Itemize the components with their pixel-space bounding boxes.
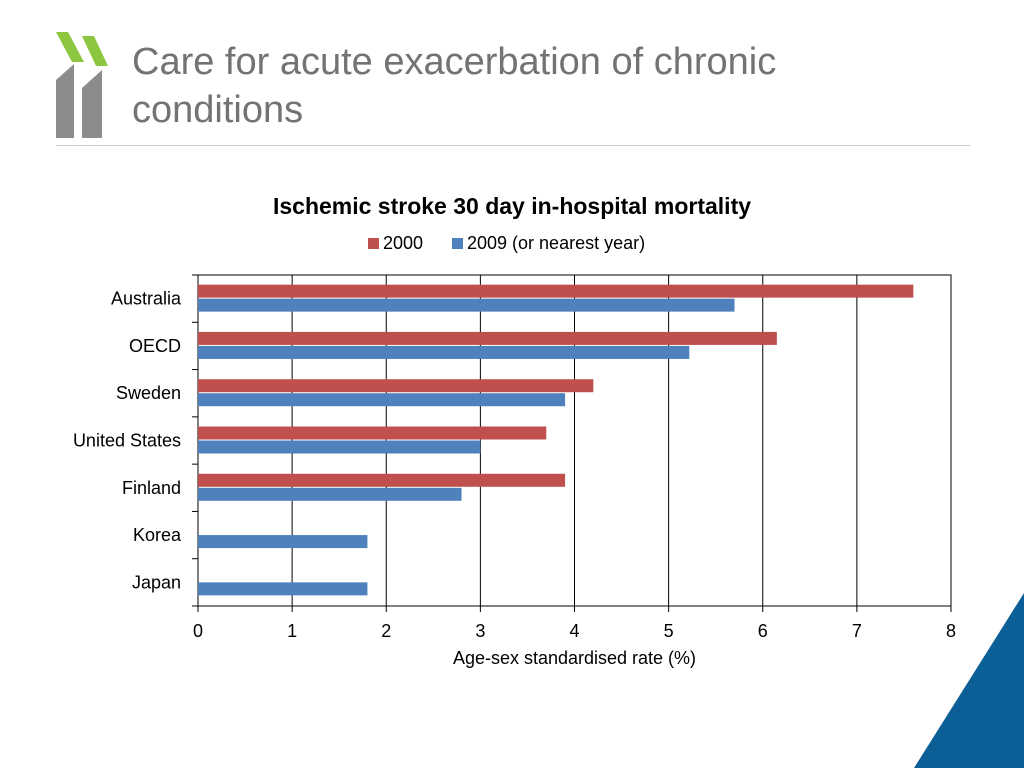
bar [198,582,368,596]
category-label: OECD [129,336,181,356]
category-label: Finland [122,478,181,498]
bar [198,426,547,440]
category-label: Japan [132,572,181,592]
category-label: Korea [133,525,182,545]
bar [198,379,594,393]
bar [198,345,690,359]
bar [198,535,368,549]
oecd-chevron-logo-icon [56,32,108,138]
bar [198,487,462,501]
bar [198,440,481,454]
x-tick-label: 4 [569,621,579,641]
chart-title: Ischemic stroke 30 day in-hospital morta… [273,193,751,219]
bar [198,331,777,345]
category-label: Sweden [116,383,181,403]
category-label: Australia [111,289,182,309]
bar [198,284,914,298]
legend-swatch [368,238,379,249]
bar [198,393,566,407]
x-tick-label: 2 [381,621,391,641]
corner-triangle-icon [914,593,1024,768]
category-label: United States [73,431,181,451]
x-tick-label: 7 [852,621,862,641]
title-divider [56,145,970,146]
x-tick-label: 3 [475,621,485,641]
bar [198,298,735,312]
x-axis-label: Age-sex standardised rate (%) [453,648,696,668]
x-tick-label: 1 [287,621,297,641]
x-tick-label: 8 [946,621,956,641]
bar [198,473,566,487]
legend-label: 2009 (or nearest year) [467,233,645,253]
legend-label: 2000 [383,233,423,253]
legend-swatch [452,238,463,249]
x-tick-label: 0 [193,621,203,641]
x-tick-label: 6 [758,621,768,641]
page-title: Care for acute exacerbation of chronic c… [132,41,777,131]
x-tick-label: 5 [664,621,674,641]
